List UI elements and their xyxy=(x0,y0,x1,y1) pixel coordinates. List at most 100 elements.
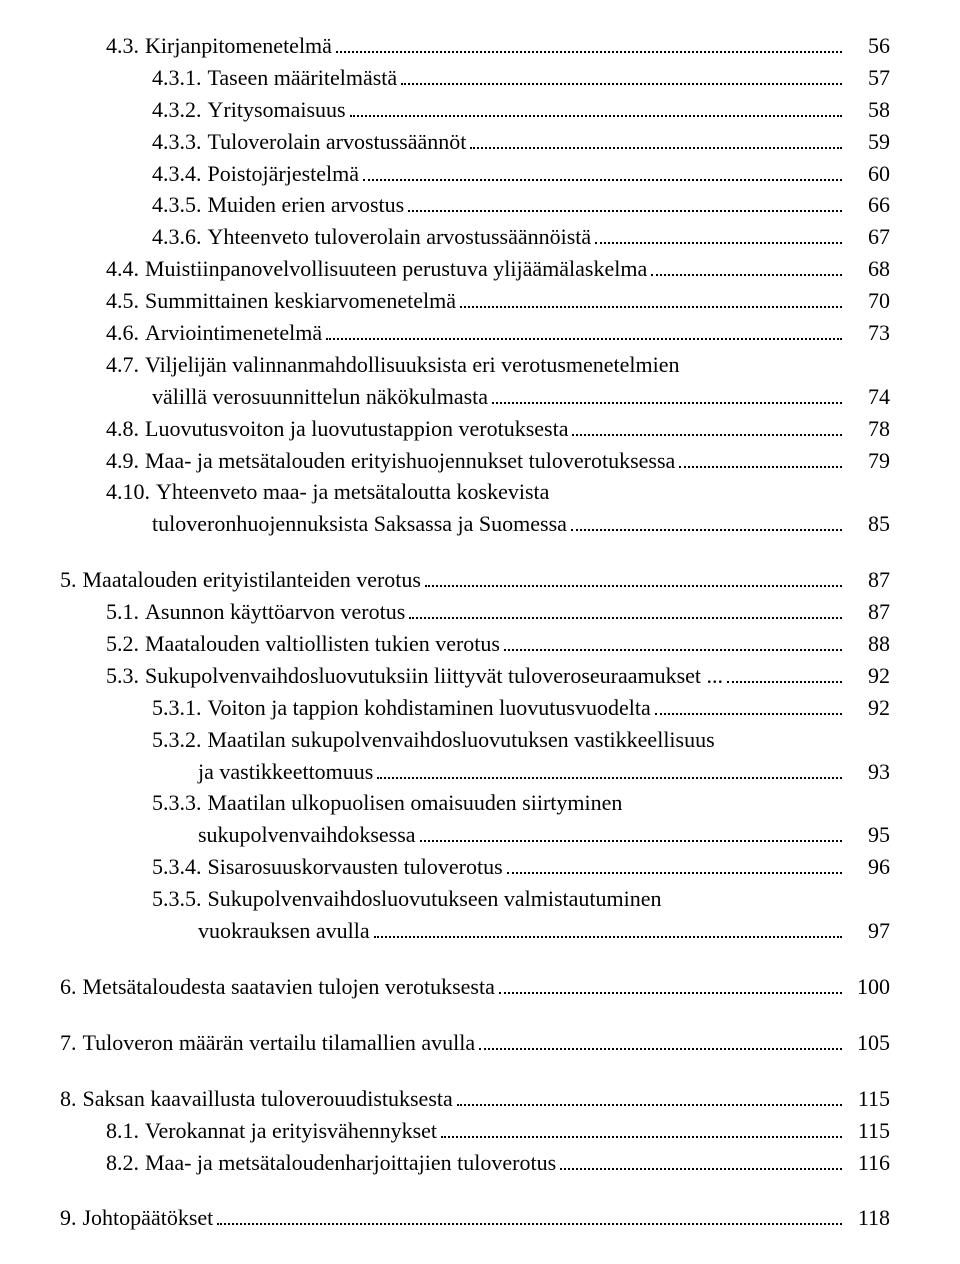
toc-entry: 4.3.3.Tuloverolain arvostussäännöt 59 xyxy=(60,126,890,158)
toc-entry: 4.4.Muistiinpanovelvollisuuteen perustuv… xyxy=(60,253,890,285)
toc-leader xyxy=(401,65,842,85)
toc-entry-label: Muistiinpanovelvollisuuteen perustuva yl… xyxy=(145,253,647,285)
toc-entry-line1: 5.3.2.Maatilan sukupolvenvaihdosluovutuk… xyxy=(60,724,890,756)
toc-entry-page: 118 xyxy=(846,1202,890,1234)
toc-entry-number: 4.3.2. xyxy=(152,94,208,126)
toc-entry: 5.3.4.Sisarosuuskorvausten tuloverotus96 xyxy=(60,851,890,883)
toc-entry-number: 4.8. xyxy=(106,413,145,445)
toc-leader xyxy=(499,974,842,994)
toc-entry-page: 100 xyxy=(846,971,890,1003)
toc-entry-line2: ja vastikkeettomuus 93 xyxy=(60,756,890,788)
toc-entry-page: 97 xyxy=(846,915,890,947)
toc-entry-number: 4.6. xyxy=(106,317,145,349)
toc-entry-label: Maa- ja metsätaloudenharjoittajien tulov… xyxy=(145,1147,556,1179)
toc-entry-label: Sukupolvenvaihdosluovutukseen valmistaut… xyxy=(208,883,662,915)
section-gap xyxy=(60,1178,890,1202)
toc-entry-number: 4.3.6. xyxy=(152,221,208,253)
toc-entry-line1: 4.10.Yhteenveto maa- ja metsätaloutta ko… xyxy=(60,476,890,508)
toc-entry-label-cont: tuloveronhuojennuksista Saksassa ja Suom… xyxy=(152,508,567,540)
toc-entry: 4.5.Summittainen keskiarvomenetelmä70 xyxy=(60,285,890,317)
toc-leader xyxy=(655,695,842,715)
toc-entry-label: Sisarosuuskorvausten tuloverotus xyxy=(208,851,503,883)
toc-entry: 5.3.5.Sukupolvenvaihdosluovutukseen valm… xyxy=(60,883,890,947)
toc-leader xyxy=(492,384,842,404)
toc-entry: 7.Tuloveron määrän vertailu tilamallien … xyxy=(60,1027,890,1059)
toc-leader xyxy=(350,97,842,117)
toc-entry: 5.3.3.Maatilan ulkopuolisen omaisuuden s… xyxy=(60,787,890,851)
toc-entry-number: 5.3.1. xyxy=(152,692,208,724)
toc-entry-number: 5.2. xyxy=(106,628,145,660)
toc-entry: 4.9.Maa- ja metsätalouden erityishuojenn… xyxy=(60,445,890,477)
toc-entry: 4.3.Kirjanpitomenetelmä56 xyxy=(60,30,890,62)
toc-entry-label-cont: välillä verosuunnittelun näkökulmasta xyxy=(152,381,488,413)
toc-entry: 5.2.Maatalouden valtiollisten tukien ver… xyxy=(60,628,890,660)
toc-entry-number: 5.1. xyxy=(106,596,145,628)
toc-entry-page: 57 xyxy=(846,62,890,94)
toc-entry-page: 93 xyxy=(846,756,890,788)
toc-entry-number: 8.2. xyxy=(106,1147,145,1179)
toc-entry: 4.3.5.Muiden erien arvostus66 xyxy=(60,189,890,221)
toc-entry-page: 74 xyxy=(846,381,890,413)
toc-entry-number: 4.3.3. xyxy=(152,126,208,158)
toc-entry-line2: välillä verosuunnittelun näkökulmasta 74 xyxy=(60,381,890,413)
toc-entry-label: Asunnon käyttöarvon verotus xyxy=(145,596,405,628)
toc-entry-number: 4.5. xyxy=(106,285,145,317)
toc-leader xyxy=(326,320,842,340)
toc-entry-label: Metsätaloudesta saatavien tulojen verotu… xyxy=(83,971,495,1003)
toc-entry-number: 9. xyxy=(60,1202,83,1234)
toc-entry: 4.3.6.Yhteenveto tuloverolain arvostussä… xyxy=(60,221,890,253)
toc-leader xyxy=(460,289,842,309)
toc-leader xyxy=(457,1086,842,1106)
toc-leader xyxy=(374,918,842,938)
toc-entry-line1: 4.7.Viljelijän valinnanmahdollisuuksista… xyxy=(60,349,890,381)
toc-entry-page: 85 xyxy=(846,508,890,540)
toc-entry-label-cont: ja vastikkeettomuus xyxy=(198,756,373,788)
toc-entry-page: 92 xyxy=(846,692,890,724)
toc-entry-label: Luovutusvoiton ja luovutustappion verotu… xyxy=(145,413,568,445)
toc-entry: 8.1.Verokannat ja erityisvähennykset115 xyxy=(60,1115,890,1147)
toc-entry-number: 8.1. xyxy=(106,1115,145,1147)
toc-leader xyxy=(560,1150,842,1170)
toc-leader xyxy=(470,129,842,149)
toc-entry-page: 56 xyxy=(846,30,890,62)
toc-entry-line2: tuloveronhuojennuksista Saksassa ja Suom… xyxy=(60,508,890,540)
toc-leader xyxy=(651,257,842,277)
toc-leader xyxy=(420,823,842,843)
toc-entry: 5.3.1.Voiton ja tappion kohdistaminen lu… xyxy=(60,692,890,724)
toc-entry-line1: 5.3.5.Sukupolvenvaihdosluovutukseen valm… xyxy=(60,883,890,915)
toc-entry-page: 60 xyxy=(846,158,890,190)
toc-leader xyxy=(377,759,842,779)
toc-entry: 5.3.Sukupolvenvaihdosluovutuksiin liitty… xyxy=(60,660,890,692)
section-gap xyxy=(60,947,890,971)
toc-entry-label: Voiton ja tappion kohdistaminen luovutus… xyxy=(208,692,651,724)
toc-entry-page: 58 xyxy=(846,94,890,126)
toc-entry-page: 87 xyxy=(846,596,890,628)
toc-leader xyxy=(571,512,842,532)
toc-entry-number: 4.3. xyxy=(106,30,145,62)
toc-entry-label: Sukupolvenvaihdosluovutuksiin liittyvät … xyxy=(145,660,723,692)
toc-entry-line2: sukupolvenvaihdoksessa95 xyxy=(60,819,890,851)
toc-entry: 8.Saksan kaavaillusta tuloverouudistukse… xyxy=(60,1083,890,1115)
toc-entry-number: 4.3.4. xyxy=(152,158,208,190)
toc-entry-label: Maatalouden erityistilanteiden verotus xyxy=(83,564,421,596)
toc-leader xyxy=(336,33,842,53)
toc-entry-number: 4.10. xyxy=(106,476,156,508)
toc-entry-label: Maa- ja metsätalouden erityishuojennukse… xyxy=(145,445,675,477)
toc-leader xyxy=(504,631,842,651)
toc-entry-page: 79 xyxy=(846,445,890,477)
toc-entry: 4.8.Luovutusvoiton ja luovutustappion ve… xyxy=(60,413,890,445)
toc-entry-label: Tuloverolain arvostussäännöt xyxy=(208,126,467,158)
toc-entry-number: 4.3.1. xyxy=(152,62,208,94)
toc-leader xyxy=(217,1206,842,1226)
toc-leader xyxy=(572,416,842,436)
toc-leader xyxy=(479,1030,842,1050)
toc-entry-label: Summittainen keskiarvomenetelmä xyxy=(145,285,456,317)
toc-entry-page: 95 xyxy=(846,819,890,851)
toc-entry-number: 6. xyxy=(60,971,83,1003)
toc-leader xyxy=(409,600,842,620)
toc-leader xyxy=(408,193,842,213)
toc-entry: 4.3.2.Yritysomaisuus58 xyxy=(60,94,890,126)
toc-page: 4.3.Kirjanpitomenetelmä564.3.1.Taseen mä… xyxy=(0,0,960,1264)
toc-entry-page: 59 xyxy=(846,126,890,158)
toc-entry-number: 4.4. xyxy=(106,253,145,285)
